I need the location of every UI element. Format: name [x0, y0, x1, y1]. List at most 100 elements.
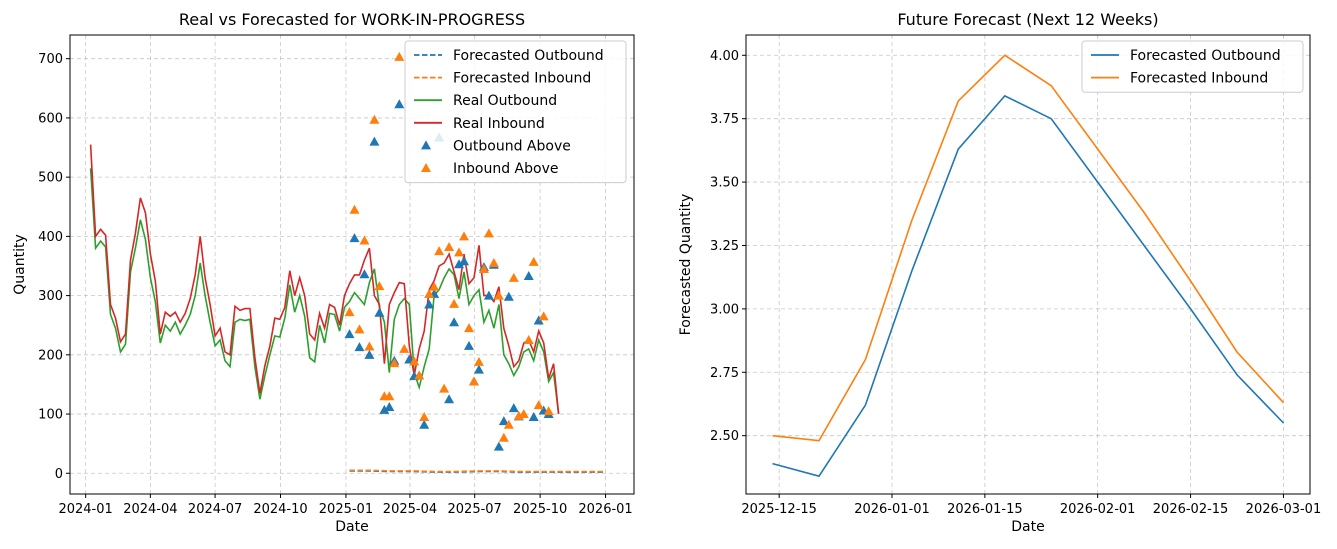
real-outbound-line [89, 168, 560, 415]
y-tick-label: 2.50 [710, 429, 739, 444]
inbound-above-point [473, 356, 484, 366]
outbound-above-point [498, 416, 509, 426]
y-tick-label: 600 [38, 111, 63, 126]
inbound-above-point [434, 246, 445, 256]
legend-label: Outbound Above [453, 138, 571, 154]
x-tick-label: 2024-01 [58, 502, 112, 517]
y-tick-label: 100 [38, 408, 63, 423]
x-tick-label: 2026-01-01 [854, 502, 930, 517]
legend-marker [421, 163, 431, 172]
inbound-above-point [523, 335, 534, 345]
x-axis-label: Date [1011, 519, 1044, 535]
inbound-above-point [384, 391, 395, 401]
outbound-above-point [508, 403, 519, 413]
x-tick-label: 2025-12-15 [741, 502, 817, 517]
inbound-above-point [478, 263, 489, 273]
outbound-above-point [449, 317, 460, 327]
x-tick-label: 2026-02-15 [1153, 502, 1229, 517]
chart-2: 2025-12-15 2026-01-01 2026-01-15 2026-02-01… [678, 10, 1321, 535]
inbound-above-point [538, 311, 549, 321]
legend-label: Forecasted Outbound [453, 48, 604, 64]
inbound-above-point [389, 358, 400, 368]
forecasted-inbound-line [349, 469, 604, 473]
chart-title: Real vs Forecasted for WORK-IN-PROGRESS [179, 10, 525, 29]
inbound-above-point [419, 412, 430, 422]
real-inbound-line [89, 144, 560, 415]
y-tick-label: 4.00 [710, 49, 739, 64]
outbound-above-point [424, 299, 435, 309]
outbound-above-point [364, 349, 375, 359]
inbound-above-point [518, 409, 529, 419]
legend-label: Real Outbound [453, 93, 557, 109]
outbound-above-point [454, 259, 465, 269]
axes-frame [745, 34, 1311, 495]
y-tick-label: 3.50 [710, 176, 739, 191]
inbound-above-point [414, 370, 425, 380]
x-tick-label: 2025-10 [513, 502, 567, 517]
x-tick-label: 2026-01-15 [947, 502, 1023, 517]
inbound-above-point [533, 400, 544, 410]
inbound-above-point [354, 324, 365, 334]
outbound-above-point [379, 404, 390, 414]
x-tick-label: 2024-10 [253, 502, 307, 517]
outbound-above-point [419, 419, 430, 429]
outbound-above-point [349, 233, 360, 243]
inbound-above-point [374, 281, 385, 291]
chart-1: 2024-01 2024-04 2024-07 2024-10 2025-01 2025-… [12, 10, 635, 535]
y-axis-label: Forecasted Quantity [678, 194, 694, 336]
outbound-above-point [473, 364, 484, 374]
outbound-above-point [384, 401, 395, 411]
inbound-above-point [429, 281, 440, 291]
inbound-above-point [463, 323, 474, 333]
legend-label: Forecasted Inbound [1130, 71, 1268, 87]
x-tick-label: 2025-04 [383, 502, 437, 517]
inbound-above-point [439, 383, 450, 393]
inbound-above-point [543, 406, 554, 416]
outbound-above-point [533, 315, 544, 325]
x-tick-label: 2024-07 [188, 502, 242, 517]
inbound-above-point [508, 272, 519, 282]
y-tick-label: 200 [38, 348, 63, 363]
y-tick-label: 3.25 [710, 239, 739, 254]
forecasted-outbound-line [349, 470, 604, 473]
legend-label: Forecasted Inbound [453, 71, 591, 87]
inbound-above-point [468, 376, 479, 386]
outbound-above-point [444, 394, 455, 404]
x-tick-label: 2026-03-01 [1246, 502, 1322, 517]
outbound-above-point [463, 340, 474, 350]
x-tick-label: 2025-07 [448, 502, 502, 517]
y-tick-label: 300 [38, 289, 63, 304]
inbound-above-point [359, 235, 370, 245]
inbound-above-point [394, 51, 405, 61]
outbound-above-point [374, 307, 385, 317]
y-tick-label: 500 [38, 171, 63, 186]
inbound-above-point [409, 356, 420, 366]
y-tick-label: 2.75 [710, 366, 739, 381]
outbound-above-point [493, 441, 504, 451]
chart-title: Future Forecast (Next 12 Weeks) [897, 10, 1158, 29]
y-tick-label: 3.00 [710, 302, 739, 317]
x-tick-label: 2026-02-01 [1060, 502, 1136, 517]
inbound-above-point [528, 256, 539, 266]
x-tick-label: 2025-01 [319, 502, 373, 517]
legend-box [1081, 40, 1304, 93]
inbound-above-point [493, 290, 504, 300]
forecast-series-line [772, 94, 1285, 478]
outbound-above-point [354, 342, 365, 352]
inbound-above-point [424, 288, 435, 298]
outbound-above-point [459, 256, 470, 266]
outbound-above-point [369, 136, 380, 146]
legend-label: Real Inbound [453, 116, 545, 132]
forecast-series-line [772, 54, 1285, 442]
y-tick-label: 700 [38, 52, 63, 67]
inbound-above-point [449, 298, 460, 308]
inbound-above-point [399, 343, 410, 353]
outbound-above-point [523, 271, 534, 281]
inbound-above-point [459, 231, 470, 241]
inbound-above-point [454, 247, 465, 257]
inbound-above-point [349, 204, 360, 214]
y-tick-label: 3.75 [710, 112, 739, 127]
y-tick-label: 0 [55, 467, 63, 482]
inbound-above-point [488, 258, 499, 268]
